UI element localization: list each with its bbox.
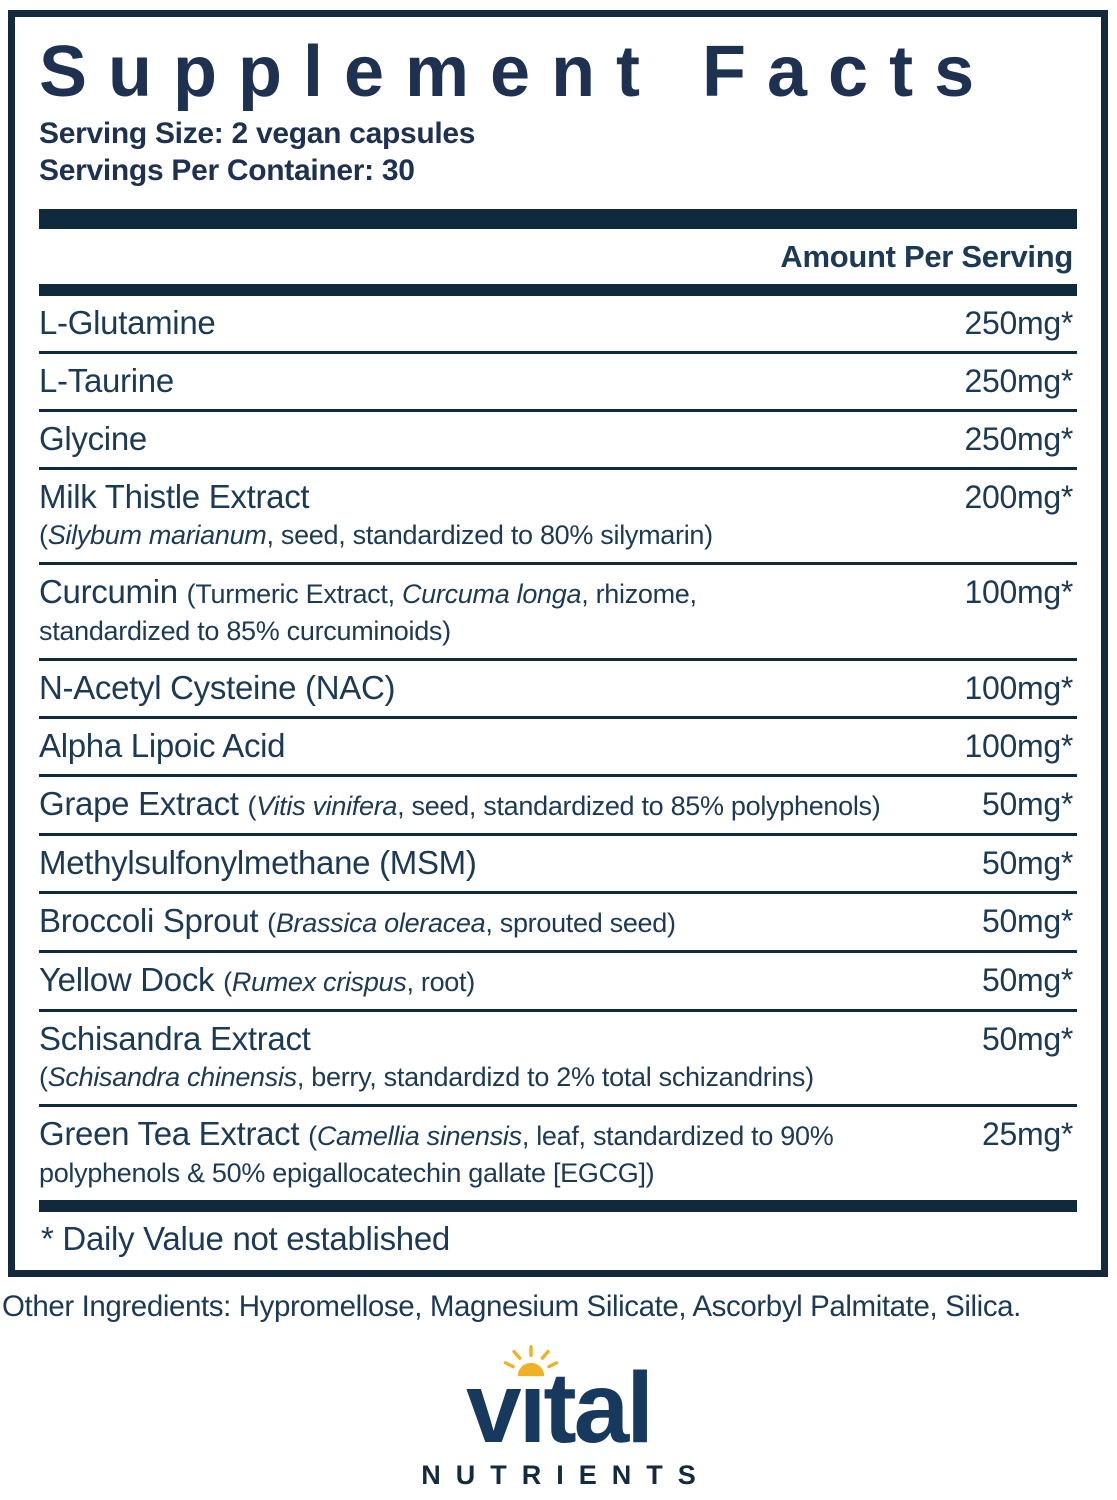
ingredient-row: L-Taurine 250mg*: [39, 351, 1077, 409]
ingredient-row: Glycine 250mg*: [39, 409, 1077, 467]
logo-wordmark-left: v: [465, 1352, 522, 1464]
daily-value-footnote: * Daily Value not established: [41, 1220, 450, 1257]
amount-per-serving-header: Amount Per Serving: [780, 239, 1073, 274]
ingredient-row: Green Tea Extract (Camellia sinensis, le…: [39, 1104, 1077, 1200]
ingredient-amount: 50mg*: [981, 962, 1073, 998]
ingredient-row: Yellow Dock (Rumex crispus, root) 50mg*: [39, 950, 1077, 1009]
ingredient-row: Broccoli Sprout (Brassica oleracea, spro…: [39, 891, 1077, 950]
ingredient-name: Broccoli Sprout (Brassica oleracea, spro…: [39, 902, 676, 939]
ingredient-name: L-Glutamine: [39, 304, 216, 341]
ingredient-row: L-Glutamine 250mg*: [39, 296, 1077, 351]
ingredient-row: Curcumin (Turmeric Extract, Curcuma long…: [39, 562, 1077, 658]
ingredient-row: Schisandra Extract (Schisandra chinensis,…: [39, 1009, 1077, 1104]
other-ingredients-text: Other Ingredients: Hypromellose, Magnesi…: [2, 1290, 1021, 1323]
logo-wordmark-i: ı: [503, 1345, 559, 1464]
brand-logo: v ıtal NUTRIENTS: [0, 1345, 1117, 1491]
ingredient-amount: 100mg*: [964, 670, 1074, 706]
ingredient-row: Methylsulfonylmethane (MSM) 50mg*: [39, 833, 1077, 891]
ingredient-row: Grape Extract (Vitis vinifera, seed, sta…: [39, 774, 1077, 833]
ingredient-row: Alpha Lipoic Acid 100mg*: [39, 716, 1077, 774]
ingredient-table: L-Glutamine 250mg* L-Taurine 250mg* Glycine 2…: [39, 296, 1077, 1200]
header-divider-bar: [39, 209, 1077, 229]
ingredient-name: Glycine: [39, 420, 147, 457]
ingredient-amount: 250mg*: [964, 363, 1074, 399]
ingredient-name: Curcumin (Turmeric Extract, Curcuma long…: [39, 573, 697, 646]
serving-size-text: Serving Size: 2 vegan capsules: [39, 117, 476, 150]
subheader-divider-bar: [39, 284, 1077, 296]
supplement-facts-panel: Supplement Facts Serving Size: 2 vegan c…: [8, 10, 1108, 1277]
logo-wordmark: v ıtal: [466, 1345, 654, 1458]
ingredient-row: Milk Thistle Extract (Silybum marianum, s…: [39, 467, 1077, 562]
ingredient-name: Green Tea Extract (Camellia sinensis, le…: [39, 1115, 834, 1188]
ingredient-amount: 50mg*: [981, 786, 1073, 822]
footnote-divider-bar: [39, 1200, 1077, 1212]
logo-wordmark-right: tal: [543, 1352, 654, 1464]
ingredient-amount: 50mg*: [981, 1021, 1073, 1057]
ingredient-name: Milk Thistle Extract (Silybum marianum, s…: [39, 478, 713, 550]
ingredient-amount: 250mg*: [964, 305, 1074, 341]
ingredient-name: Methylsulfonylmethane (MSM): [39, 844, 477, 881]
ingredient-name: Grape Extract (Vitis vinifera, seed, sta…: [39, 785, 881, 822]
ingredient-name: Alpha Lipoic Acid: [39, 727, 286, 764]
ingredient-row: N-Acetyl Cysteine (NAC) 100mg*: [39, 658, 1077, 716]
ingredient-amount: 50mg*: [981, 845, 1073, 881]
ingredient-amount: 100mg*: [964, 728, 1074, 764]
servings-per-container-text: Servings Per Container: 30: [39, 154, 415, 187]
page-title: Supplement Facts: [39, 32, 996, 112]
logo-subtext: NUTRIENTS: [421, 1460, 711, 1490]
ingredient-name: L-Taurine: [39, 362, 174, 399]
ingredient-name: Schisandra Extract (Schisandra chinensis,…: [39, 1020, 814, 1092]
ingredient-amount: 50mg*: [981, 903, 1073, 939]
ingredient-name: N-Acetyl Cysteine (NAC): [39, 669, 396, 706]
ingredient-name: Yellow Dock (Rumex crispus, root): [39, 961, 475, 998]
ingredient-amount: 200mg*: [964, 479, 1074, 515]
logo-wordmark-i-glyph: ı: [518, 1352, 547, 1464]
ingredient-amount: 100mg*: [964, 574, 1074, 610]
ingredient-amount: 250mg*: [964, 421, 1074, 457]
ingredient-amount: 25mg*: [981, 1116, 1073, 1152]
